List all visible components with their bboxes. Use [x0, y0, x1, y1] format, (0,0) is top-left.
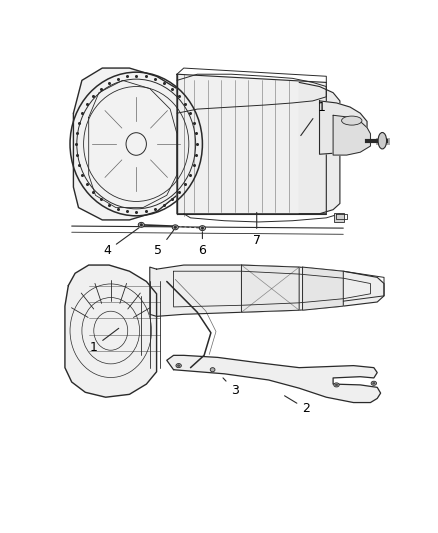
Polygon shape [177, 74, 326, 214]
Text: 5: 5 [154, 230, 173, 257]
Ellipse shape [199, 225, 205, 231]
Polygon shape [150, 265, 384, 317]
Text: 3: 3 [223, 378, 239, 397]
Polygon shape [74, 68, 191, 220]
Ellipse shape [138, 222, 145, 227]
Text: 4: 4 [103, 228, 139, 257]
Ellipse shape [378, 133, 387, 149]
Text: 6: 6 [198, 232, 206, 257]
Ellipse shape [373, 383, 375, 384]
Ellipse shape [334, 383, 339, 387]
Ellipse shape [177, 365, 180, 366]
Ellipse shape [176, 364, 181, 368]
Ellipse shape [172, 225, 178, 230]
Polygon shape [333, 115, 371, 155]
Text: 7: 7 [253, 213, 261, 247]
Ellipse shape [174, 226, 177, 229]
Ellipse shape [201, 227, 204, 229]
Ellipse shape [371, 381, 377, 385]
Ellipse shape [342, 116, 362, 125]
Polygon shape [303, 267, 343, 310]
Text: 1: 1 [301, 101, 325, 135]
Text: 1: 1 [90, 328, 119, 353]
Polygon shape [167, 356, 381, 402]
Text: 2: 2 [285, 396, 310, 415]
Ellipse shape [140, 224, 143, 226]
Polygon shape [320, 101, 367, 154]
Polygon shape [65, 265, 156, 397]
Polygon shape [299, 83, 340, 214]
FancyBboxPatch shape [334, 213, 344, 222]
Ellipse shape [336, 384, 338, 386]
Ellipse shape [210, 368, 215, 372]
Polygon shape [241, 265, 299, 312]
